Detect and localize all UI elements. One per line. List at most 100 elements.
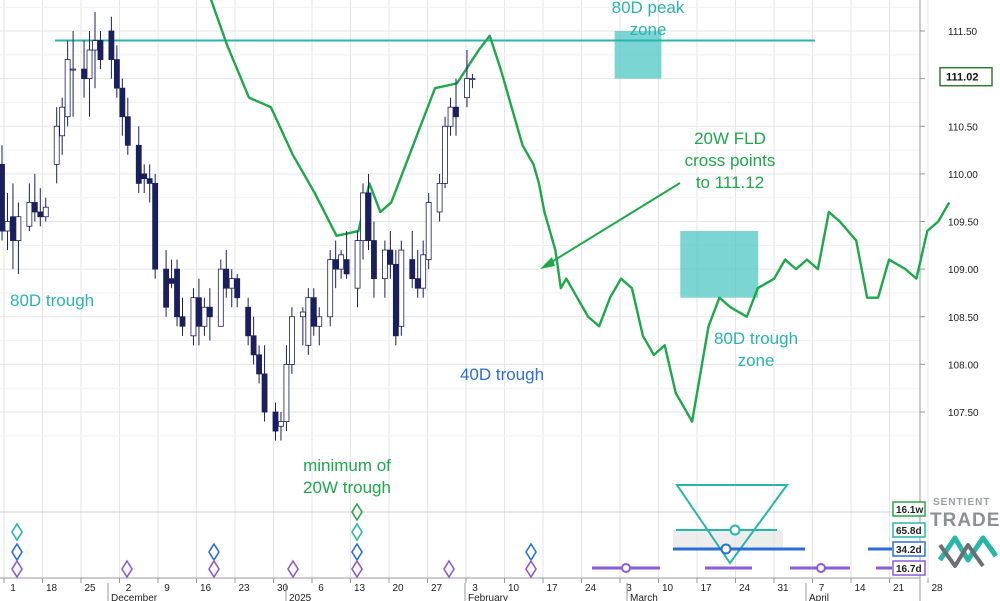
candle-down	[31, 202, 38, 213]
candle-up	[59, 106, 66, 137]
candle-up	[201, 306, 208, 327]
watermark-logo-mark	[937, 535, 999, 563]
month-label: December	[111, 593, 158, 601]
x-tick-label: 28	[931, 583, 943, 594]
candle-up	[464, 78, 470, 99]
trough-zone-box	[680, 231, 759, 298]
y-tick-label: 109.00	[948, 265, 979, 276]
candle-up	[289, 316, 295, 365]
candle-up	[327, 259, 334, 318]
annotation-min-20w-line1: minimum of	[303, 456, 391, 475]
x-tick-label: 21	[893, 583, 905, 594]
x-tick-label: 13	[354, 583, 366, 594]
annotation-fld-line3: to 111.12	[696, 173, 764, 192]
candle-down	[206, 306, 213, 318]
month-label: February	[468, 593, 508, 601]
candle-down	[113, 59, 120, 89]
watermark-line1: SENTIENT	[933, 497, 990, 508]
annotation-peak-zone-line1: 80D peak	[612, 0, 685, 17]
cycle-40d-target	[720, 543, 732, 555]
candle-down	[310, 297, 317, 327]
x-tick-label: 14	[854, 583, 866, 594]
candle-down	[453, 106, 459, 118]
candle-up	[354, 240, 361, 289]
fld-arrow-line	[544, 182, 681, 267]
candle-down	[387, 249, 394, 265]
candle-up	[398, 249, 405, 327]
candle-up	[190, 297, 197, 337]
candle-down	[245, 306, 252, 337]
candle-down	[256, 354, 262, 375]
candle-up	[316, 316, 323, 327]
annotation-fld-line2: cross points	[685, 151, 776, 170]
annotation-min-20w-line2: 20W trough	[303, 478, 391, 497]
candle-up	[442, 125, 448, 184]
candle-down	[261, 373, 268, 413]
candle-up	[381, 249, 388, 280]
candle-up	[4, 221, 11, 232]
x-tick-label: 27	[431, 583, 443, 594]
y-tick-label: 110.50	[948, 122, 978, 133]
candle-down	[10, 216, 16, 241]
month-label: 2025	[289, 593, 312, 601]
candle-down	[37, 211, 44, 218]
x-tick-label: 16	[200, 583, 212, 594]
cycle-label: 65.8d	[896, 526, 922, 537]
candle-up	[360, 192, 366, 241]
candle-up	[228, 278, 235, 289]
cycle-20d-diamond	[208, 559, 220, 579]
cycle-label-box	[892, 522, 926, 538]
candle-down	[365, 192, 372, 241]
peak-zone-box	[614, 31, 662, 79]
x-tick-label: 17	[700, 583, 712, 594]
candle-down	[343, 259, 350, 275]
candle-up	[278, 421, 284, 427]
candle-down	[392, 263, 399, 337]
candle-down	[371, 240, 377, 280]
cycle-80d-target	[729, 524, 741, 536]
candle-up	[338, 254, 345, 270]
last-price-box	[939, 66, 993, 87]
candle-up	[92, 40, 98, 51]
candle-up	[305, 297, 312, 346]
candle-down	[168, 278, 175, 284]
y-tick-label: 109.50	[948, 218, 979, 229]
x-tick-label: 30	[277, 583, 289, 594]
candle-up	[436, 182, 443, 213]
candle-up	[447, 106, 454, 127]
projection-band	[673, 530, 783, 550]
cycle-20d-diamond	[287, 559, 299, 579]
candle-up	[425, 202, 432, 260]
x-tick-label: 1	[10, 583, 16, 594]
candle-up	[420, 254, 427, 289]
candle-down	[250, 335, 257, 356]
candle-down	[174, 268, 180, 318]
candle-down	[409, 259, 416, 280]
cycle-20d-diamond	[121, 559, 133, 579]
cycle-20d-target-3	[816, 563, 826, 573]
annotation-trough-zone-line1: 80D trough	[714, 329, 798, 348]
cycle-label-box	[892, 560, 926, 576]
candle-up	[64, 59, 71, 118]
candle-up	[26, 202, 33, 227]
candle-down	[97, 40, 104, 60]
annotation-fld-line1: 20W FLD	[694, 129, 766, 148]
x-tick-label: 10	[662, 583, 674, 594]
cycle-label: 34.2d	[896, 545, 922, 556]
last-price-label: 111.02	[946, 72, 978, 84]
candle-down	[0, 163, 5, 232]
annotation-40d-trough: 40D trough	[460, 365, 544, 384]
cycle-label-box	[892, 501, 926, 517]
x-tick-label: 2	[126, 583, 132, 594]
cycle-80d-diamond	[351, 522, 363, 542]
x-tick-label: 3	[472, 583, 478, 594]
cycle-20w-diamond	[351, 502, 363, 522]
cycle-label: 16.7d	[896, 564, 922, 575]
x-tick-label: 7	[819, 583, 825, 594]
month-label: April	[809, 593, 829, 601]
candle-down	[234, 278, 241, 299]
candle-up	[53, 125, 60, 165]
